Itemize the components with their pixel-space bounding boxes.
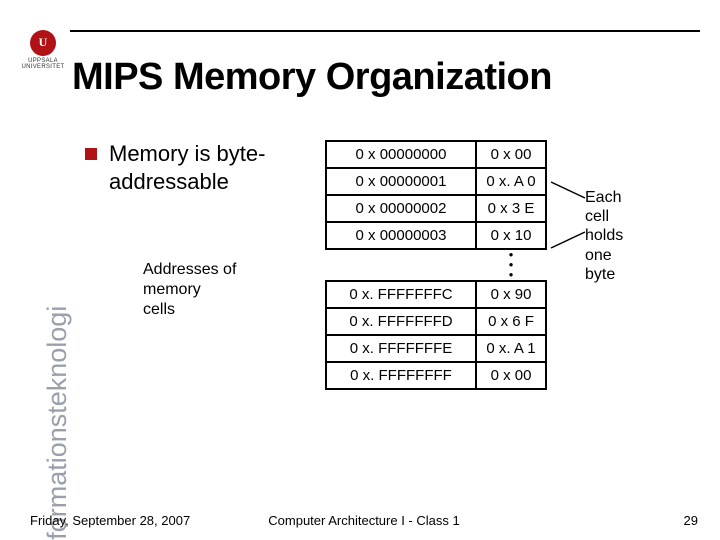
sublabel-line2: memory [143,281,201,298]
table-row: 0 x 000000010 x. A 0 [326,168,546,195]
addr-cell: 0 x. FFFFFFFE [326,335,476,362]
table-row: 0 x. FFFFFFFE0 x. A 1 [326,335,546,362]
table-ellipsis: ● [326,260,546,270]
addr-cell: 0 x 00000003 [326,222,476,249]
addr-cell: 0 x 00000000 [326,141,476,168]
top-divider [70,30,700,32]
university-logo: U UPPSALA UNIVERSITET [18,30,68,70]
callout-l2: cell [585,208,609,225]
table-ellipsis: ● [326,249,546,260]
logo-seal-icon: U [30,30,56,56]
logo-letter: U [39,35,48,50]
footer: Friday, September 28, 2007 Computer Arch… [30,513,698,528]
content-area: Memory is byte-addressable Addresses of … [85,140,695,460]
footer-date: Friday, September 28, 2007 [30,513,190,528]
table-row: 0 x 000000020 x 3 E [326,195,546,222]
memory-table-inner: 0 x 000000000 x 00 0 x 000000010 x. A 0 … [325,140,547,390]
callout-l1: Each [585,189,621,206]
table-row: 0 x 000000030 x 10 [326,222,546,249]
bullet-icon [85,148,97,160]
footer-title: Computer Architecture I - Class 1 [268,513,459,528]
addr-cell: 0 x. FFFFFFFC [326,281,476,308]
addresses-label: Addresses of memory cells [143,260,273,320]
logo-line2: UNIVERSITET [18,64,68,70]
slide: U UPPSALA UNIVERSITET MIPS Memory Organi… [0,0,720,540]
val-cell: 0 x 00 [476,141,546,168]
table-row: 0 x. FFFFFFFF0 x 00 [326,362,546,389]
table-row: 0 x. FFFFFFFD0 x 6 F [326,308,546,335]
sublabel-line1: Addresses of [143,261,236,278]
addr-cell: 0 x 00000002 [326,195,476,222]
addr-cell: 0 x. FFFFFFFD [326,308,476,335]
table-row: 0 x. FFFFFFFC0 x 90 [326,281,546,308]
table-row: 0 x 000000000 x 00 [326,141,546,168]
addr-cell: 0 x 00000001 [326,168,476,195]
callout-text: Each cell holds one byte [585,188,623,284]
val-cell: 0 x 10 [476,222,546,249]
val-cell: 0 x. A 1 [476,335,546,362]
slide-title: MIPS Memory Organization [72,56,552,99]
val-cell: 0 x 00 [476,362,546,389]
table-ellipsis: ● [326,270,546,281]
sidebar-label: Informationsteknologi [42,306,73,540]
footer-page: 29 [684,513,698,528]
memory-table: 0 x 000000000 x 00 0 x 000000010 x. A 0 … [325,140,547,390]
sidebar: Informationsteknologi [24,132,60,434]
callout-l4: one [585,247,612,264]
sublabel-line3: cells [143,301,175,318]
val-cell: 0 x 90 [476,281,546,308]
addr-cell: 0 x. FFFFFFFF [326,362,476,389]
val-cell: 0 x 3 E [476,195,546,222]
callout-l3: holds [585,227,623,244]
val-cell: 0 x 6 F [476,308,546,335]
callout-l5: byte [585,266,615,283]
bullet-text: Memory is byte-addressable [109,140,309,195]
val-cell: 0 x. A 0 [476,168,546,195]
